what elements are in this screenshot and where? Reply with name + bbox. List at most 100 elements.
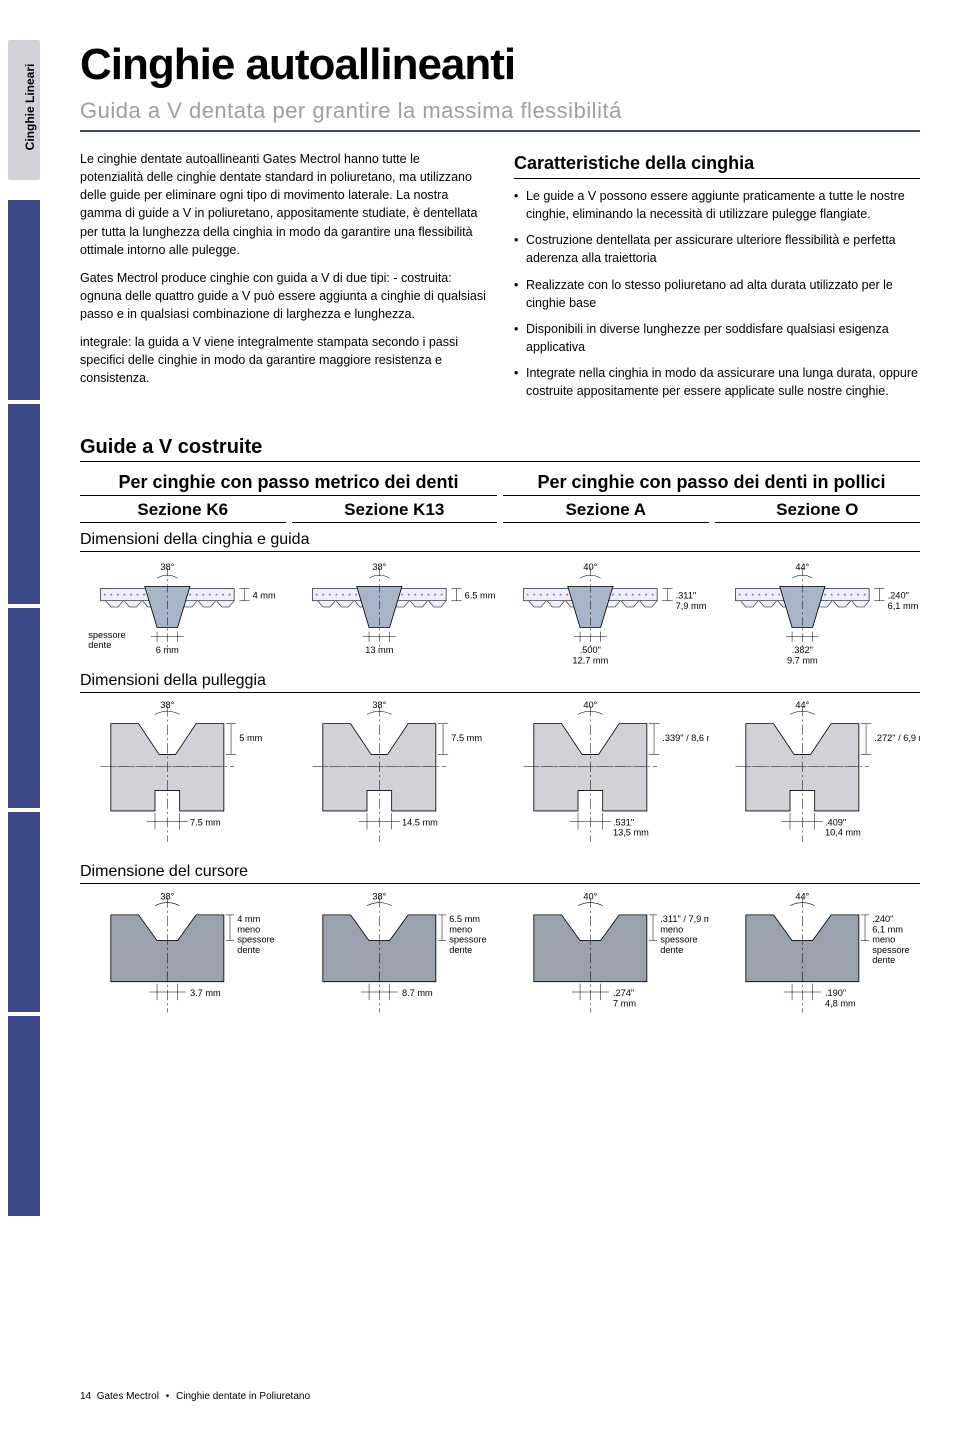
section-k13: Sezione K13 — [292, 500, 498, 523]
sidebar-tab: Cinghie Lineari — [8, 40, 40, 180]
svg-text:13,5 mm: 13,5 mm — [613, 828, 649, 838]
svg-text:meno: meno — [449, 925, 472, 935]
svg-text:40°: 40° — [583, 701, 597, 711]
svg-text:38°: 38° — [160, 701, 174, 711]
svg-text:dente: dente — [660, 945, 683, 955]
svg-text:6 mm: 6 mm — [156, 646, 179, 656]
group-header-inch: Per cinghie con passo dei denti in polli… — [503, 472, 920, 496]
list-item: Integrate nella cinghia in modo da assic… — [514, 364, 920, 400]
group-metric: Per cinghie con passo metrico dei denti … — [80, 472, 497, 523]
svg-text:12,7 mm: 12,7 mm — [572, 656, 608, 665]
svg-text:7,9 mm: 7,9 mm — [676, 601, 707, 611]
slider-diagram-o: 44° .240"6,1 mmmenospessoredente .190"4,8 … — [715, 886, 921, 1026]
section-k6: Sezione K6 — [80, 500, 286, 523]
row-slider: 38°4 mmmenospessoredente3.7 mm38°6.5 mmm… — [80, 886, 920, 1026]
pulley-diagram-a: 40° .339" / 8,6 mm .531"13,5 mm — [503, 695, 709, 855]
pulley-diagram-k13: 38°7.5 mm14.5 mm — [292, 695, 498, 855]
footer-product: Cinghie dentate in Poliuretano — [176, 1391, 310, 1402]
svg-text:dente: dente — [237, 945, 260, 955]
svg-text:meno: meno — [660, 925, 683, 935]
svg-text:7.5 mm: 7.5 mm — [451, 733, 482, 743]
svg-text:.500": .500" — [580, 646, 601, 656]
group-inch: Per cinghie con passo dei denti in polli… — [503, 472, 920, 523]
svg-text:.311": .311" — [676, 591, 697, 601]
svg-text:5 mm: 5 mm — [239, 733, 262, 743]
belt-diagram-k13: 38° 6.5 mm 13 mm — [292, 554, 498, 664]
svg-text:.409": .409" — [824, 818, 845, 828]
page-title: Cinghie autoallineanti — [80, 40, 920, 90]
svg-text:44°: 44° — [795, 562, 809, 572]
svg-text:38°: 38° — [372, 892, 386, 902]
list-item: Realizzate con lo stesso poliuretano ad … — [514, 276, 920, 312]
svg-text:spessore: spessore — [237, 935, 274, 945]
row-slider-label: Dimensione del cursore — [80, 863, 920, 884]
svg-text:6.5 mm: 6.5 mm — [464, 591, 495, 601]
list-item: Costruzione dentellata per assicurare ul… — [514, 231, 920, 267]
svg-text:dente: dente — [872, 956, 895, 966]
svg-text:40°: 40° — [583, 892, 597, 902]
svg-text:.311" / 7,9 mm: .311" / 7,9 mm — [660, 914, 708, 924]
guides-title: Guide a V costruite — [80, 436, 920, 462]
svg-text:6,1 mm: 6,1 mm — [887, 601, 918, 611]
row-pulley: 38° 5 mm 7.5 mm38° 7.5 mm 14.5 mm 40° .339" / … — [80, 695, 920, 855]
svg-text:40°: 40° — [583, 562, 597, 572]
svg-text:dente: dente — [449, 945, 472, 955]
slider-diagram-k13: 38° 6.5 mmmenospessoredente 8.7 mm — [292, 886, 498, 1026]
belt-diagram-o: 44°.240"6,1 mm.382"9,7 mm — [715, 554, 921, 664]
intro-columns: Le cinghie dentate autoallineanti Gates … — [80, 150, 920, 408]
svg-text:4 mm: 4 mm — [253, 591, 276, 601]
features-list: Le guide a V possono essere aggiunte pra… — [514, 187, 920, 400]
svg-text:8.7 mm: 8.7 mm — [401, 988, 432, 998]
svg-text:spessore: spessore — [872, 945, 909, 955]
svg-text:4 mm: 4 mm — [237, 914, 260, 924]
features-heading: Caratteristiche della cinghia — [514, 150, 920, 179]
svg-text:.240": .240" — [872, 914, 893, 924]
svg-text:dente: dente — [88, 640, 111, 650]
svg-text:38°: 38° — [160, 562, 174, 572]
svg-text:spessore: spessore — [449, 935, 486, 945]
svg-text:.339" / 8,6 mm: .339" / 8,6 mm — [662, 733, 708, 743]
svg-text:spessore: spessore — [660, 935, 697, 945]
svg-text:44°: 44° — [795, 892, 809, 902]
svg-text:38°: 38° — [372, 562, 386, 572]
sidebar-tab-label: Cinghie Lineari — [23, 47, 37, 167]
pulley-diagram-k6: 38° 5 mm 7.5 mm — [80, 695, 286, 855]
pulley-diagram-o: 44°.272" / 6,9 mm.409"10,4 mm — [715, 695, 921, 855]
slider-diagram-k6: 38°4 mmmenospessoredente3.7 mm — [80, 886, 286, 1026]
page-number: 14 — [80, 1391, 91, 1402]
slider-diagram-a: 40° .311" / 7,9 mmmenospessoredente .274"7… — [503, 886, 709, 1026]
svg-text:13 mm: 13 mm — [365, 646, 394, 656]
group-header-metric: Per cinghie con passo metrico dei denti — [80, 472, 497, 496]
svg-text:7 mm: 7 mm — [613, 999, 636, 1009]
svg-text:.240": .240" — [887, 591, 908, 601]
svg-text:meno: meno — [237, 925, 260, 935]
sidebar-blocks — [8, 200, 40, 1220]
svg-text:6,1 mm: 6,1 mm — [872, 925, 903, 935]
belt-diagram-k6: 38° 4 mm 6 mm spessoredente — [80, 554, 286, 664]
list-item: Disponibili in diverse lunghezze per sod… — [514, 320, 920, 356]
svg-text:6.5 mm: 6.5 mm — [449, 914, 480, 924]
svg-text:.531": .531" — [613, 818, 634, 828]
svg-text:10,4 mm: 10,4 mm — [824, 828, 860, 838]
intro-left: Le cinghie dentate autoallineanti Gates … — [80, 150, 486, 408]
svg-text:meno: meno — [872, 935, 895, 945]
page-footer: 14 Gates Mectrol • Cinghie dentate in Po… — [80, 1391, 310, 1402]
row-belt-label: Dimensioni della cinghia e guida — [80, 531, 920, 552]
section-o: Sezione O — [715, 500, 921, 523]
footer-brand: Gates Mectrol — [97, 1391, 159, 1402]
svg-text:4,8 mm: 4,8 mm — [824, 999, 855, 1009]
page-subtitle: Guida a V dentata per grantire la massim… — [80, 98, 920, 132]
svg-text:44°: 44° — [795, 701, 809, 711]
intro-right: Caratteristiche della cinghia Le guide a… — [514, 150, 920, 408]
svg-text:.190": .190" — [824, 988, 845, 998]
section-a: Sezione A — [503, 500, 709, 523]
belt-diagram-a: 40° .311"7,9 mm .500"12,7 mm — [503, 554, 709, 664]
svg-text:14.5 mm: 14.5 mm — [401, 818, 437, 828]
svg-text:7.5 mm: 7.5 mm — [190, 818, 221, 828]
sidebar: Cinghie Lineari — [0, 0, 58, 1432]
para: Le cinghie dentate autoallineanti Gates … — [80, 150, 486, 259]
row-pulley-label: Dimensioni della pulleggia — [80, 672, 920, 693]
svg-text:spessore: spessore — [88, 630, 125, 640]
row-belt: 38° 4 mm 6 mm spessoredente 38° 6.5 mm 13 mm 40… — [80, 554, 920, 664]
svg-text:.274": .274" — [613, 988, 634, 998]
